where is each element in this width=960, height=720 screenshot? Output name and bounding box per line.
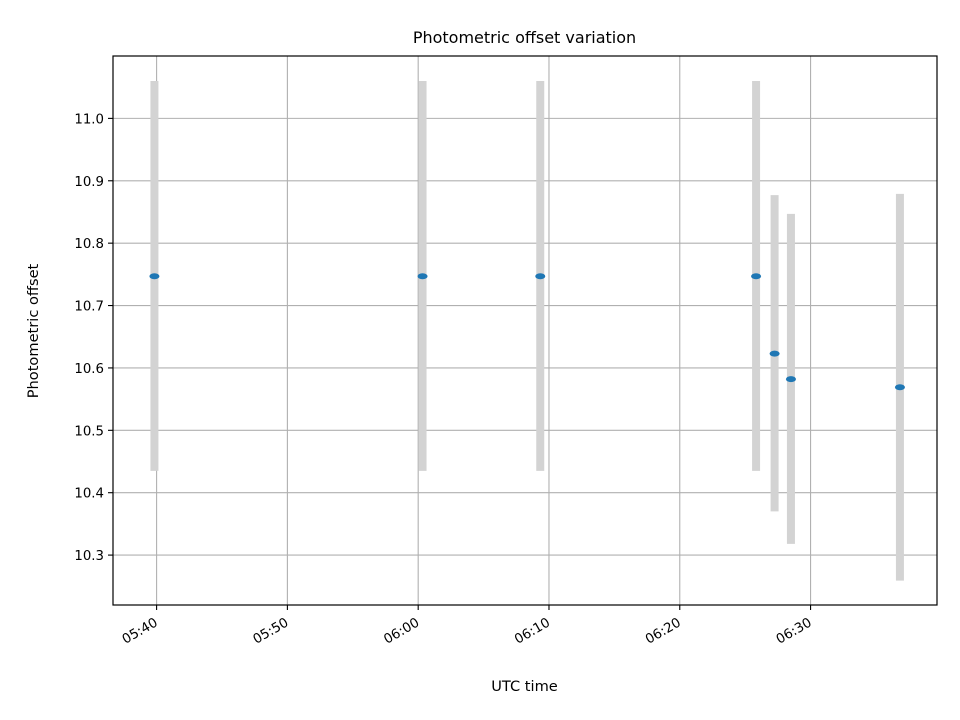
x-axis-label: UTC time [491,678,558,695]
y-tick-label: 10.4 [74,487,104,502]
y-tick-label: 10.8 [74,237,104,252]
x-tick-label: 06:10 [512,615,553,647]
data-point [417,273,428,280]
data-point [769,350,780,357]
x-axis-ticks: 05:40 05:50 06:00 06:10 06:20 06:30 [120,605,815,648]
data-point [751,273,762,280]
y-tick-label: 10.3 [74,549,104,564]
data-point [535,273,546,280]
x-tick-label: 06:20 [643,615,684,647]
x-tick-label: 05:50 [251,615,292,647]
y-axis-label: Photometric offset [25,263,42,398]
x-tick-label: 06:00 [381,615,422,647]
data-point [894,384,905,391]
y-tick-label: 10.9 [74,175,104,190]
error-bars [150,80,904,581]
data-point [149,273,160,280]
x-tick-label: 05:40 [120,615,161,647]
plot-frame [112,55,938,606]
y-tick-label: 10.7 [74,300,104,315]
y-tick-label: 10.5 [74,424,104,439]
y-tick-label: 11.0 [74,112,104,127]
x-tick-label: 06:30 [774,615,815,647]
grid [113,56,937,605]
data-point [785,376,796,383]
data-points [149,273,905,391]
chart-title: Photometric offset variation [413,28,636,47]
y-axis-ticks: 10.3 10.4 10.5 10.6 10.7 10.8 10.9 11.0 [74,112,113,564]
y-tick-label: 10.6 [74,362,104,377]
